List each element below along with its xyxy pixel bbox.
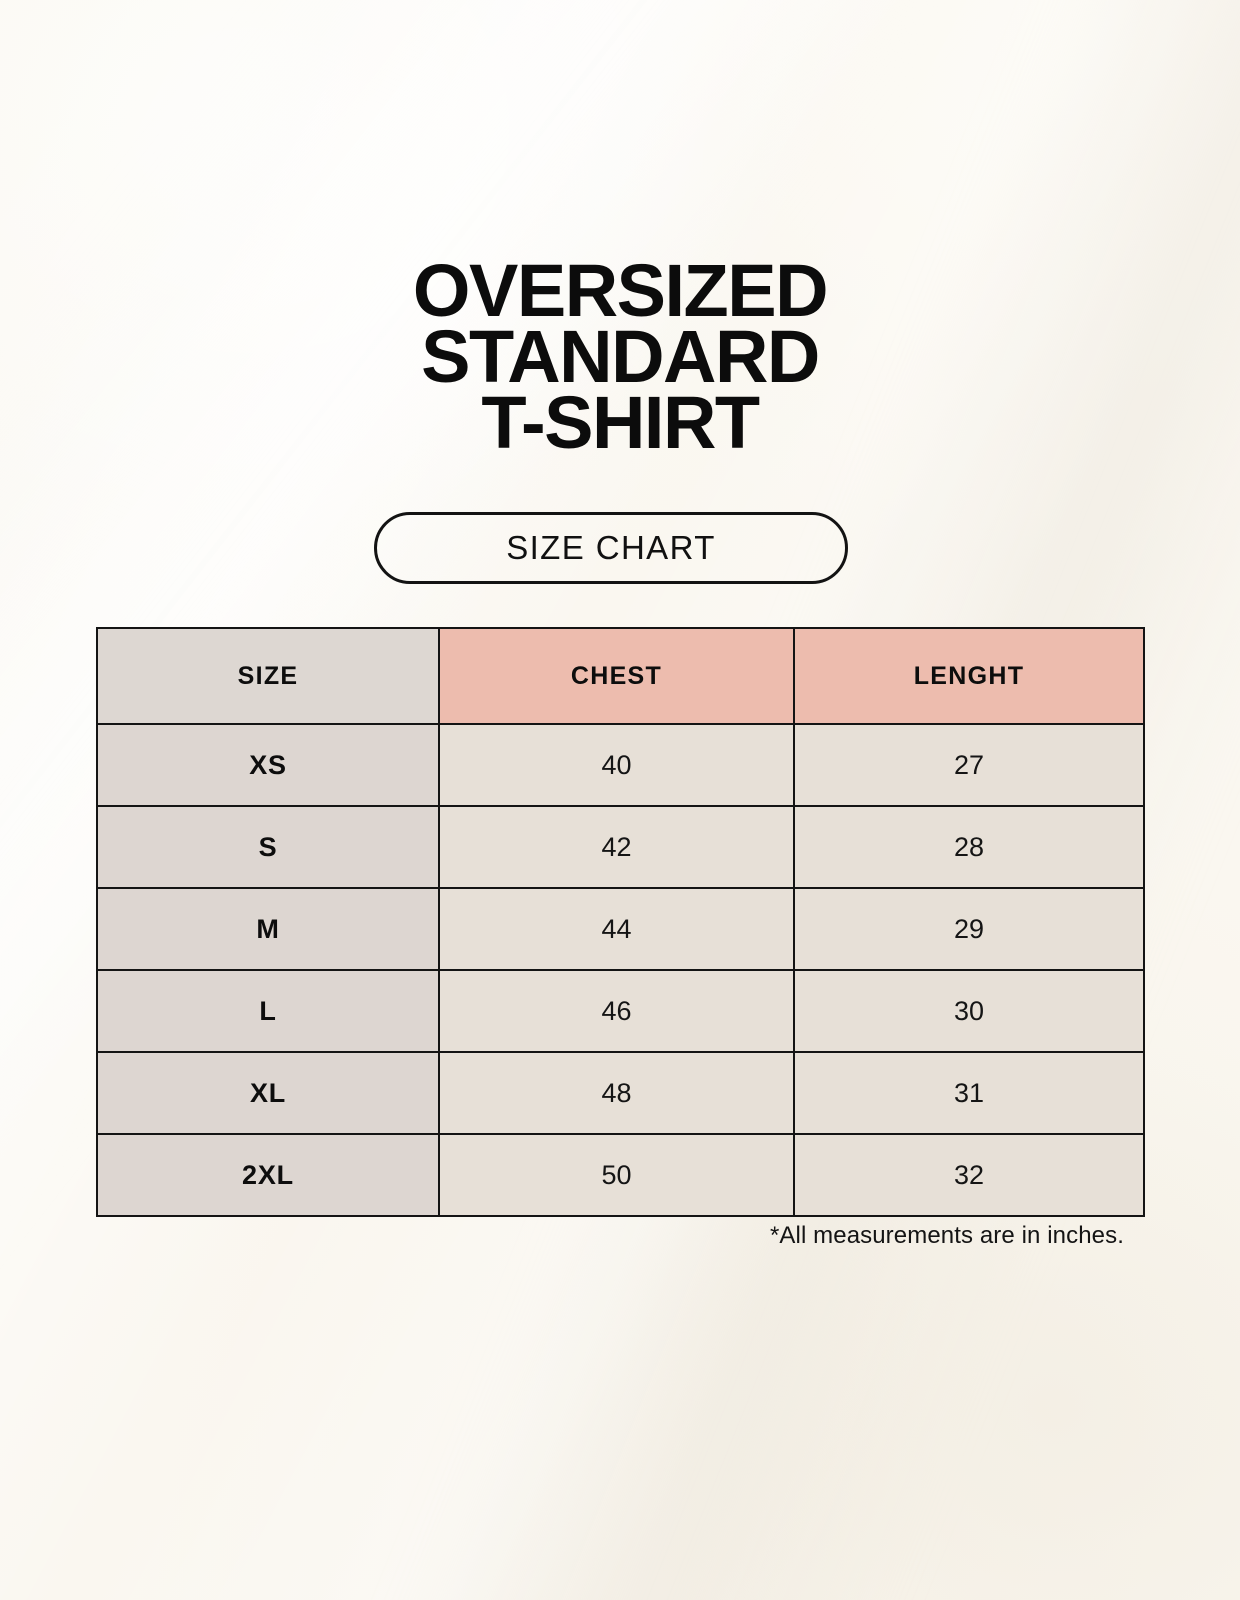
size-table-head: SIZE CHEST LENGHT [96, 627, 1145, 725]
size-table: SIZE CHEST LENGHT XS 40 27 S 42 28 [96, 627, 1145, 1217]
column-header-length: LENGHT [793, 627, 1145, 725]
cell-chest: 50 [438, 1133, 795, 1217]
cell-size: S [96, 805, 440, 889]
cell-size: M [96, 887, 440, 971]
size-chart-badge: SIZE CHART [374, 512, 848, 584]
cell-size: XL [96, 1051, 440, 1135]
cell-chest: 48 [438, 1051, 795, 1135]
size-table-container: SIZE CHEST LENGHT XS 40 27 S 42 28 [96, 627, 1145, 1217]
cell-length: 30 [793, 969, 1145, 1053]
table-header-row: SIZE CHEST LENGHT [96, 627, 1145, 725]
cell-size: 2XL [96, 1133, 440, 1217]
page-title: OVERSIZED STANDARD T-SHIRT [0, 249, 1240, 464]
title-line-2: STANDARD [421, 315, 820, 398]
table-row: XL 48 31 [96, 1051, 1145, 1135]
cell-chest: 40 [438, 723, 795, 807]
table-row: S 42 28 [96, 805, 1145, 889]
column-header-chest: CHEST [438, 627, 795, 725]
size-table-body: XS 40 27 S 42 28 M 44 29 L [96, 723, 1145, 1217]
cell-length: 32 [793, 1133, 1145, 1217]
cell-chest: 44 [438, 887, 795, 971]
cell-chest: 46 [438, 969, 795, 1053]
cell-length: 28 [793, 805, 1145, 889]
table-row: L 46 30 [96, 969, 1145, 1053]
table-row: M 44 29 [96, 887, 1145, 971]
table-row: XS 40 27 [96, 723, 1145, 807]
title-line-3: T-SHIRT [481, 381, 760, 464]
column-header-size: SIZE [96, 627, 440, 725]
title-line-1: OVERSIZED [412, 249, 829, 332]
cell-chest: 42 [438, 805, 795, 889]
cell-length: 31 [793, 1051, 1145, 1135]
cell-size: XS [96, 723, 440, 807]
cell-length: 29 [793, 887, 1145, 971]
measurements-footnote: *All measurements are in inches. [769, 1222, 1124, 1249]
size-chart-badge-label: SIZE CHART [506, 529, 716, 566]
table-row: 2XL 50 32 [96, 1133, 1145, 1217]
cell-size: L [96, 969, 440, 1053]
cell-length: 27 [793, 723, 1145, 807]
